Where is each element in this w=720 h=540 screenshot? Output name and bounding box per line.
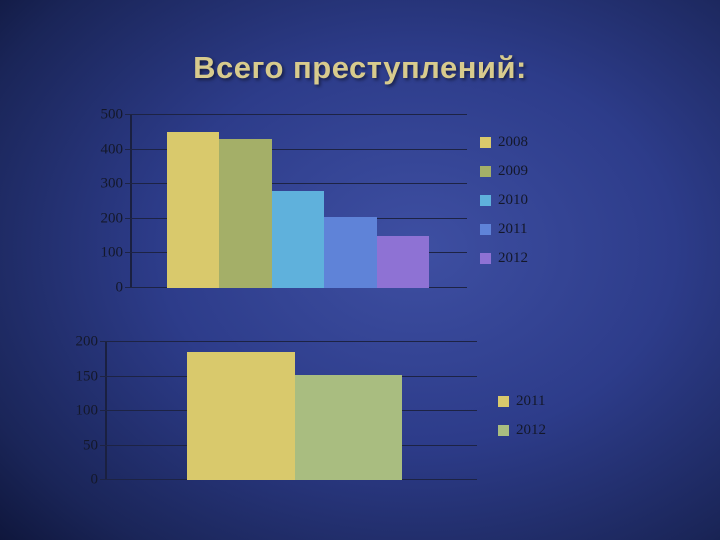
legend-swatch xyxy=(498,425,509,436)
legend-label: 2011 xyxy=(516,393,546,409)
y-axis-tick-label: 300 xyxy=(100,175,124,192)
y-axis-tick-label: 50 xyxy=(83,437,98,453)
y-axis-tick-label: 150 xyxy=(75,368,99,384)
legend-swatch xyxy=(480,166,491,177)
bar-2009 xyxy=(219,139,272,288)
bar-2011 xyxy=(324,217,377,288)
plot-area xyxy=(100,341,477,480)
legend-swatch xyxy=(480,195,491,206)
legend: 2011 2012 xyxy=(498,394,546,438)
legend-swatch xyxy=(480,137,491,148)
legend-label: 2008 xyxy=(498,134,528,150)
legend-item-2010: 2010 xyxy=(480,193,528,208)
y-axis-tick-label: 500 xyxy=(100,106,124,123)
y-axis-tick-label: 200 xyxy=(75,333,99,350)
gridline xyxy=(125,148,467,150)
y-axis-tick-label: 200 xyxy=(100,210,124,227)
legend-item-2011: 2011 xyxy=(480,222,528,237)
legend-item-2008: 2008 xyxy=(480,135,528,150)
y-axis: 0 100 200 300 400 500 xyxy=(85,107,124,295)
bar-2011 xyxy=(187,352,295,480)
bar-2012 xyxy=(294,375,402,480)
legend-label: 2011 xyxy=(498,221,528,237)
legend: 2008 2009 2010 2011 2012 xyxy=(480,135,528,266)
slide-title: Всего преступлений: xyxy=(193,50,527,85)
y-axis: 0 50 100 150 200 xyxy=(60,334,99,487)
legend-label: 2012 xyxy=(516,422,546,438)
crimes-by-year-chart: 0 100 200 300 400 500 2008 2009 2010 2011 2012 xyxy=(85,107,685,300)
gridline xyxy=(100,341,477,342)
y-axis-tick-label: 0 xyxy=(115,279,124,296)
gridline xyxy=(125,114,467,115)
crimes-2011-2012-chart: 0 50 100 150 200 2011 2012 xyxy=(60,334,700,492)
bar-2012 xyxy=(376,236,430,288)
y-axis-tick-label: 0 xyxy=(90,471,99,488)
y-axis-tick-label: 400 xyxy=(100,141,124,158)
legend-swatch xyxy=(480,224,491,235)
bars xyxy=(167,115,430,288)
legend-label: 2012 xyxy=(498,250,528,266)
y-axis-tick-label: 100 xyxy=(100,244,124,261)
bar-2008 xyxy=(167,132,220,288)
legend-item-2009: 2009 xyxy=(480,164,528,179)
legend-item-2012: 2012 xyxy=(480,251,528,266)
legend-item-2012: 2012 xyxy=(498,423,546,438)
legend-item-2011: 2011 xyxy=(498,394,546,409)
bars xyxy=(187,342,402,480)
legend-label: 2009 xyxy=(498,163,528,179)
plot-area xyxy=(125,114,467,288)
bar-2010 xyxy=(271,191,325,288)
legend-swatch xyxy=(480,253,491,264)
gridline xyxy=(125,183,467,185)
legend-label: 2010 xyxy=(498,192,528,208)
y-axis-tick-label: 100 xyxy=(75,402,99,419)
legend-swatch xyxy=(498,396,509,407)
